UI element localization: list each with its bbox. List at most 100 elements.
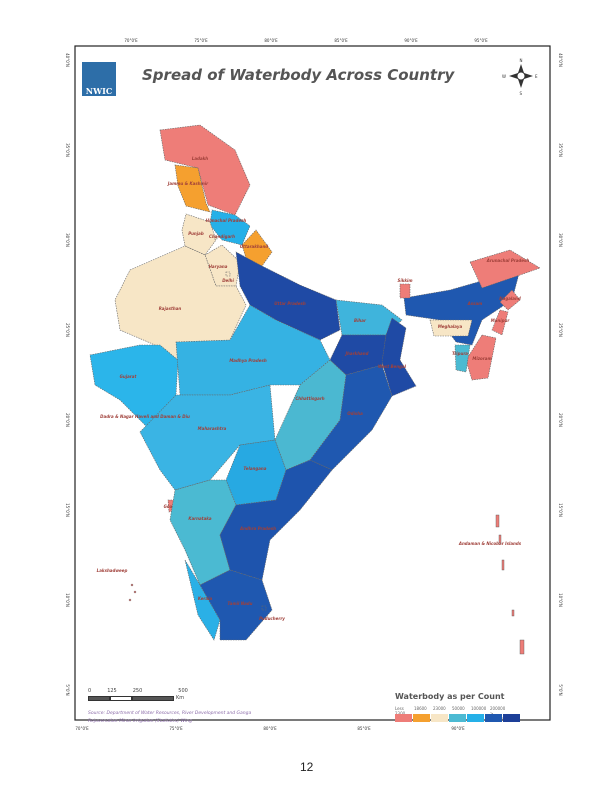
coordinate-tick: 15°0'N <box>558 503 563 517</box>
scale-bar: 0 125 250 500 Km <box>88 688 188 701</box>
coordinate-tick: 75°0'E <box>169 726 183 731</box>
state-bihar <box>335 299 403 336</box>
coordinate-tick: 90°0'E <box>404 38 418 43</box>
page-number: 12 <box>300 760 314 774</box>
state-label-mizoram: Mizoram <box>472 356 491 361</box>
state-odisha <box>309 364 393 471</box>
state-tamil-nadu <box>199 569 273 641</box>
svg-text:S: S <box>520 91 523 96</box>
state-label-dadra-nagar-haveli-and-daman-diu: Dadra & Nagar Haveli and Daman & Diu <box>100 414 190 419</box>
state-label-sikkim: Sikkim <box>397 278 412 283</box>
legend-label: 18600 <box>414 706 427 711</box>
coordinate-tick: 90°0'E <box>451 726 465 731</box>
map-title: Spread of Waterbody Across Country <box>142 66 455 84</box>
state-label-west-bengal: West Bengal <box>378 364 407 369</box>
legend-swatch <box>449 714 466 722</box>
scale-unit: Km <box>176 695 185 701</box>
source-note: Source: Department of Water Resources, R… <box>88 711 252 724</box>
coordinate-tick: 70°0'E <box>124 38 138 43</box>
state-andhra-pradesh <box>219 459 333 581</box>
coordinate-tick: 80°0'E <box>264 38 278 43</box>
coordinate-tick: 5°0'N <box>558 684 563 695</box>
state-label-himachal-pradesh: Himachal Pradesh <box>206 218 247 223</box>
coordinate-tick: 25°0'N <box>65 323 70 337</box>
coordinate-tick: 5°0'N <box>65 684 70 695</box>
state-haryana <box>204 244 241 287</box>
state-himachal-pradesh <box>209 209 251 246</box>
state-label-andhra-pradesh: Andhra Pradesh <box>239 526 276 531</box>
state-label-chandigarh: Chandigarh <box>209 234 235 239</box>
scale-label: 500 <box>178 688 188 694</box>
legend-swatch <box>485 714 502 722</box>
state-label-odisha: Odisha <box>347 411 363 416</box>
coordinate-tick: 70°0'E <box>75 726 89 731</box>
coordinate-tick: 40°0'N <box>558 53 563 67</box>
scale-label: 0 <box>88 688 92 694</box>
state-gujarat <box>89 344 179 431</box>
legend-label: 23000 <box>433 706 446 711</box>
svg-text:N: N <box>520 58 523 63</box>
state-meghalaya <box>429 319 473 337</box>
state-label-uttar-pradesh: Uttar Pradesh <box>274 301 306 306</box>
legend-swatch <box>467 714 484 722</box>
coordinate-tick: 10°0'N <box>558 593 563 607</box>
state-label-karnataka: Karnataka <box>188 516 212 521</box>
coordinate-tick: 20°0'N <box>65 413 70 427</box>
state-jammu-kashmir <box>174 164 211 213</box>
state-rajasthan <box>114 245 247 361</box>
coordinate-tick: 20°0'N <box>558 413 563 427</box>
map-frame <box>74 45 551 721</box>
state-maharashtra <box>139 384 276 491</box>
coordinate-tick: 85°0'E <box>334 38 348 43</box>
state-label-arunachal-pradesh: Arunachal Pradesh <box>486 258 530 263</box>
svg-text:E: E <box>535 74 538 79</box>
legend-label: 50000 <box>452 706 465 711</box>
state-label-andaman-nicobar-islands: Andaman & Nicobar Islands <box>458 541 522 546</box>
state-puducherry <box>261 605 267 611</box>
legend-swatch <box>431 714 448 722</box>
coordinate-tick: 30°0'N <box>65 233 70 247</box>
state-manipur <box>491 309 509 336</box>
state-label-telangana: Telangana <box>244 466 267 471</box>
state-label-assam: Assam <box>467 301 483 306</box>
legend-swatch <box>395 714 412 722</box>
legend-title: Waterbody as per Count <box>395 692 505 701</box>
state-label-lakshadweep: Lakshadweep <box>97 568 128 573</box>
state-uttarakhand <box>241 229 273 267</box>
coordinate-tick: 85°0'E <box>357 726 371 731</box>
coordinate-tick: 35°0'N <box>558 143 563 157</box>
state-tripura <box>454 344 471 373</box>
nwic-logo: NWIC <box>82 62 116 96</box>
state-label-tamil-nadu: Tamil Nadu <box>227 601 252 606</box>
islands <box>128 514 525 655</box>
state-label-chhattisgarh: Chhattisgarh <box>295 396 324 401</box>
coordinate-tick: 10°0'N <box>65 593 70 607</box>
state-label-manipur: Manipur <box>491 318 511 323</box>
svg-text:W: W <box>502 74 506 79</box>
legend-swatch <box>413 714 430 722</box>
coordinate-tick: 35°0'N <box>65 143 70 157</box>
state-nagaland <box>499 289 521 311</box>
state-label-goa: Goa <box>164 504 173 509</box>
state-chandigarh <box>213 235 218 240</box>
coordinate-tick: 15°0'N <box>65 503 70 517</box>
state-label-uttarakhand: Uttarakhand <box>240 244 268 249</box>
coordinate-tick: 80°0'E <box>263 726 277 731</box>
state-uttar-pradesh <box>235 251 341 341</box>
coordinate-tick: 75°0'E <box>194 38 208 43</box>
state-label-nagaland: Nagaland <box>499 296 521 301</box>
state-arunachal-pradesh <box>469 249 541 289</box>
coordinate-tick: 25°0'N <box>558 323 563 337</box>
state-label-jharkhand: Jharkhand <box>345 351 369 356</box>
state-label-meghalaya: Meghalaya <box>438 324 463 329</box>
state-label-delhi: Delhi <box>222 278 234 283</box>
coordinate-tick: 95°0'E <box>474 38 488 43</box>
logo-text: NWIC <box>85 86 113 96</box>
legend-swatch <box>503 714 520 722</box>
state-west-bengal <box>381 317 417 397</box>
state-mizoram <box>465 334 497 381</box>
legend-label: 100000 <box>471 706 487 711</box>
state-label-bihar: Bihar <box>354 318 367 323</box>
